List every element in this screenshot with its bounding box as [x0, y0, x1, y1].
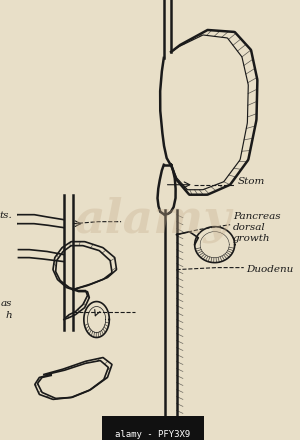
Text: alamy: alamy — [74, 196, 231, 243]
Text: Stom: Stom — [237, 177, 265, 186]
Text: as
h: as h — [1, 300, 12, 319]
Text: Pancreas
dorsal
growth: Pancreas dorsal growth — [233, 212, 280, 243]
Text: Duodenu: Duodenu — [247, 265, 294, 274]
Text: alamy - PFY3X9: alamy - PFY3X9 — [115, 430, 190, 439]
Text: ts.: ts. — [0, 211, 12, 220]
